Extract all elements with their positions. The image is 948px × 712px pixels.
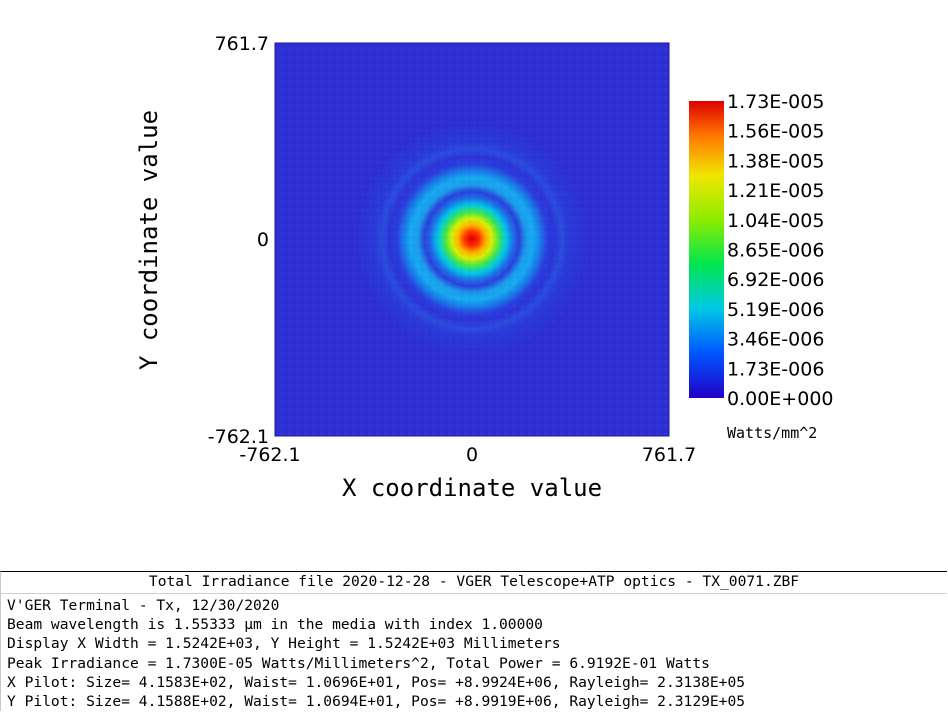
info-line: Peak Irradiance = 1.7300E-05 Watts/Milli… xyxy=(7,654,710,672)
colorbar-tick-label: 1.73E-005 xyxy=(727,91,824,113)
colorbar-tick-label: 1.56E-005 xyxy=(727,121,824,143)
colorbar-tick-label: 0.00E+000 xyxy=(727,388,834,410)
info-line: Y Pilot: Size= 4.1588E+02, Waist= 1.0694… xyxy=(7,693,746,711)
colorbar-units: Watts/mm^2 xyxy=(727,424,817,442)
colorbar-tick-label: 3.46E-006 xyxy=(727,329,824,351)
info-line: Display X Width = 1.5242E+03, Y Height =… xyxy=(7,635,561,653)
colorbar-tick-label: 1.38E-005 xyxy=(727,150,824,172)
y-tick-label: -762.1 xyxy=(208,426,269,448)
info-panel: Total Irradiance file 2020-12-28 - VGER … xyxy=(0,571,947,711)
y-tick-label: 761.7 xyxy=(215,33,269,55)
y-axis-title: Y coordinate value xyxy=(135,110,163,370)
colorbar-tick-label: 8.65E-006 xyxy=(727,240,824,262)
info-line: V'GER Terminal - Tx, 12/30/2020 xyxy=(7,597,280,614)
y-tick-label: 0 xyxy=(257,229,269,251)
colorbar xyxy=(689,101,724,398)
x-tick-label: -762.1 xyxy=(239,444,300,466)
info-line: X Pilot: Size= 4.1583E+02, Waist= 1.0696… xyxy=(7,673,746,691)
colorbar-tick-label: 1.21E-005 xyxy=(727,180,824,202)
colorbar-tick-label: 5.19E-006 xyxy=(727,299,824,321)
info-lines: V'GER Terminal - Tx, 12/30/2020 Beam wav… xyxy=(1,594,947,711)
colorbar-tick-label: 1.04E-005 xyxy=(727,210,824,232)
irradiance-plot: 761.7 0 -762.1 -762.1 0 761.7 X coordina… xyxy=(135,33,834,502)
colorbar-labels: 1.73E-005 1.56E-005 1.38E-005 1.21E-005 1.04… xyxy=(727,91,834,410)
plot-frame xyxy=(274,42,670,437)
x-axis-title: X coordinate value xyxy=(342,474,602,502)
colorbar-tick-label: 6.92E-006 xyxy=(727,269,824,291)
info-title: Total Irradiance file 2020-12-28 - VGER … xyxy=(1,572,947,594)
x-tick-label: 761.7 xyxy=(642,444,696,466)
info-line: Beam wavelength is 1.55333 µm in the med… xyxy=(7,616,543,634)
x-tick-label: 0 xyxy=(466,444,478,466)
colorbar-tick-label: 1.73E-006 xyxy=(727,358,824,380)
